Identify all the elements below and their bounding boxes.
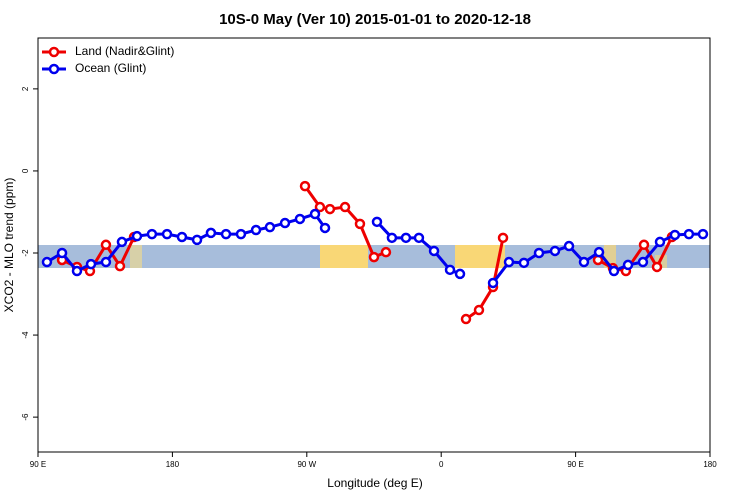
data-point: [294, 213, 306, 225]
chart-title: 10S-0 May (Ver 10) 2015-01-01 to 2020-12…: [219, 11, 531, 28]
data-point: [497, 232, 509, 244]
data-point: [578, 256, 590, 268]
data-point: [114, 260, 126, 272]
y-tick-label: 0: [21, 168, 30, 173]
data-point: [487, 277, 499, 289]
data-point: [264, 221, 276, 233]
data-point: [683, 228, 695, 240]
x-tick-label: 90 W: [297, 460, 316, 469]
x-tick-label: 90 E: [567, 460, 583, 469]
x-tick-label: 180: [166, 460, 180, 469]
x-axis-label: Longitude (deg E): [327, 476, 422, 490]
data-point: [176, 231, 188, 243]
data-point: [637, 256, 649, 268]
legend-label: Land (Nadir&Glint): [75, 44, 174, 58]
data-point: [444, 264, 456, 276]
data-point: [651, 261, 663, 273]
data-point: [71, 265, 83, 277]
x-tick-label: 180: [703, 460, 717, 469]
data-point: [669, 229, 681, 241]
data-point: [235, 228, 247, 240]
data-point: [191, 234, 203, 246]
land-patch: [320, 245, 368, 268]
y-tick-label: -4: [21, 331, 30, 339]
data-point: [380, 246, 392, 258]
data-point: [56, 247, 68, 259]
data-point: [309, 208, 321, 220]
data-point: [371, 216, 383, 228]
legend-marker: [48, 63, 60, 75]
data-point: [299, 180, 311, 192]
data-point: [400, 232, 412, 244]
data-point: [622, 259, 634, 271]
legend-label: Ocean (Glint): [75, 61, 146, 75]
data-point: [428, 245, 440, 257]
data-point: [654, 236, 666, 248]
x-tick-label: 90 E: [30, 460, 46, 469]
data-point: [324, 203, 336, 215]
data-point: [460, 313, 472, 325]
data-point: [279, 217, 291, 229]
data-point: [454, 268, 466, 280]
data-point: [314, 201, 326, 213]
data-point: [608, 265, 620, 277]
data-point: [100, 256, 112, 268]
land-patch: [455, 245, 505, 268]
y-tick-label: 2: [21, 86, 30, 91]
data-point: [146, 228, 158, 240]
data-point: [339, 201, 351, 213]
land-patch: [130, 245, 142, 268]
data-point: [386, 232, 398, 244]
data-point: [205, 227, 217, 239]
data-point: [354, 218, 366, 230]
data-point: [41, 256, 53, 268]
x-tick-label: 0: [439, 460, 444, 469]
data-point: [319, 222, 331, 234]
data-point: [638, 239, 650, 251]
data-point: [100, 239, 112, 251]
data-point: [563, 240, 575, 252]
plot-frame: [37, 37, 711, 453]
data-point: [116, 236, 128, 248]
y-axis-label: XCO2 - MLO trend (ppm): [2, 178, 16, 313]
data-point: [250, 224, 262, 236]
data-point: [549, 245, 561, 257]
y-tick-label: -2: [21, 249, 30, 257]
y-tick-label: -6: [21, 413, 30, 421]
data-point: [220, 228, 232, 240]
data-point: [518, 257, 530, 269]
data-point: [131, 230, 143, 242]
data-point: [368, 251, 380, 263]
data-point: [593, 246, 605, 258]
legend-marker: [48, 46, 60, 58]
data-point: [533, 247, 545, 259]
data-point: [503, 256, 515, 268]
data-point: [697, 228, 709, 240]
data-point: [85, 258, 97, 270]
data-point: [473, 304, 485, 316]
data-point: [161, 228, 173, 240]
data-point: [413, 232, 425, 244]
